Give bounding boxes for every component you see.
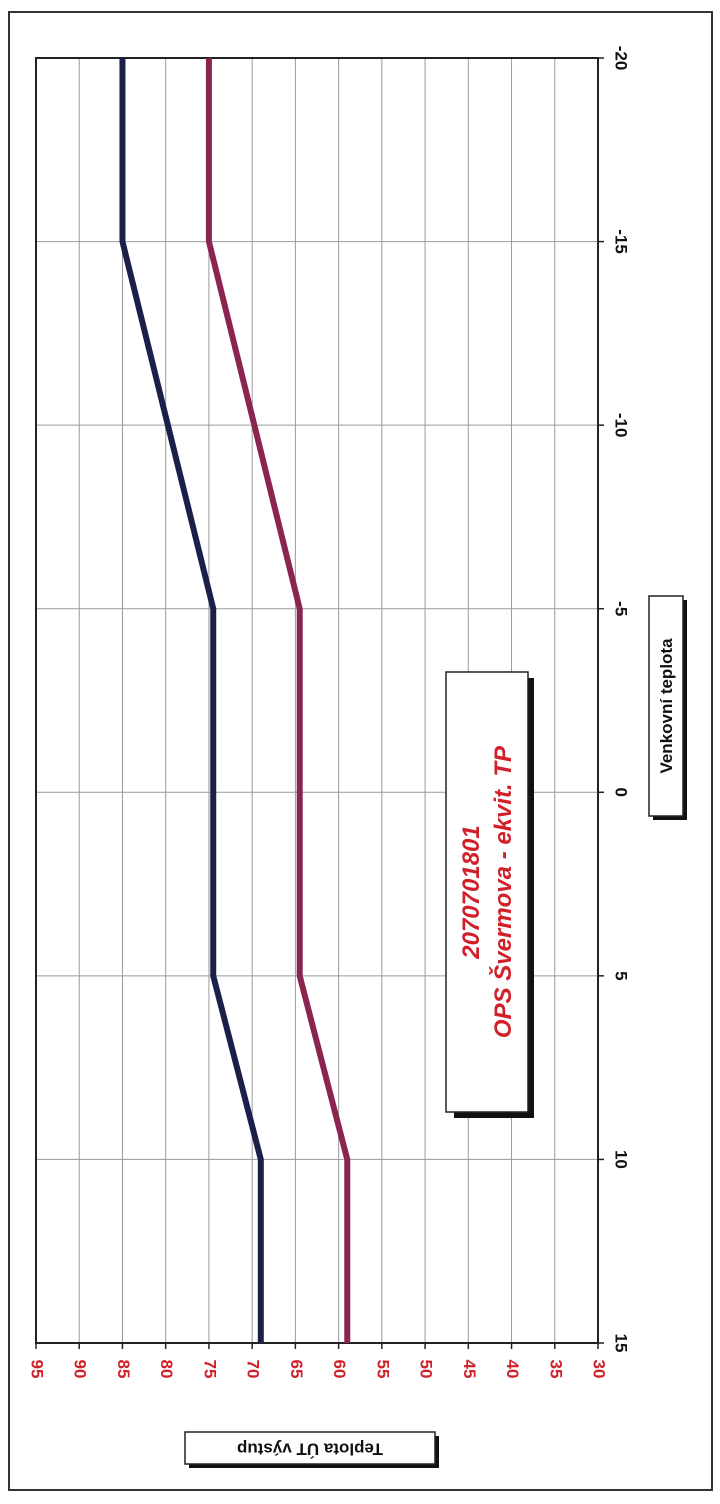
y-tick-label: 65 — [287, 1360, 306, 1379]
x-axis-label-box: Venkovní teplota — [648, 595, 687, 820]
x-tick-label: -10 — [612, 413, 631, 438]
x-tick-label: 0 — [612, 788, 631, 797]
plot-frame — [35, 57, 599, 1344]
chart-title-line-2: OPS Švermova - ekvit. TP — [489, 745, 517, 1038]
y-tick-label: 80 — [157, 1360, 176, 1379]
x-tick-label: -15 — [612, 229, 631, 254]
y-tick-label: 95 — [28, 1360, 47, 1379]
y-tick-label: 45 — [460, 1360, 479, 1379]
y-tick-label: 30 — [590, 1360, 609, 1379]
y-tick-label: 55 — [373, 1360, 392, 1379]
y-tick-label: 35 — [546, 1360, 565, 1379]
chart-title-line-1: 2070701801 — [458, 825, 485, 959]
x-tick-label: 5 — [612, 971, 631, 980]
series-line-1 — [119, 58, 264, 1343]
y-tick-label: 60 — [330, 1360, 349, 1379]
y-axis-label-box: Teplota ÚT výstup — [184, 1431, 439, 1468]
y-tick-label: 85 — [114, 1360, 133, 1379]
title-box: 2070701801 OPS Švermova - ekvit. TP — [445, 671, 534, 1118]
x-tick-label: 10 — [612, 1150, 631, 1169]
y-tick-label: 40 — [503, 1360, 522, 1379]
x-axis-title: Venkovní teplota — [657, 638, 676, 774]
y-tick-label: 90 — [71, 1360, 90, 1379]
outer-frame — [8, 11, 713, 1491]
y-tick-label: 50 — [417, 1360, 436, 1379]
y-tick-label: 70 — [244, 1360, 263, 1379]
x-tick-label: -20 — [612, 46, 631, 71]
x-tick-label: -5 — [612, 601, 631, 616]
y-axis-title: Teplota ÚT výstup — [237, 1440, 383, 1459]
y-tick-label: 75 — [200, 1360, 219, 1379]
x-tick-label: 15 — [612, 1334, 631, 1353]
series-line-2 — [205, 58, 351, 1343]
